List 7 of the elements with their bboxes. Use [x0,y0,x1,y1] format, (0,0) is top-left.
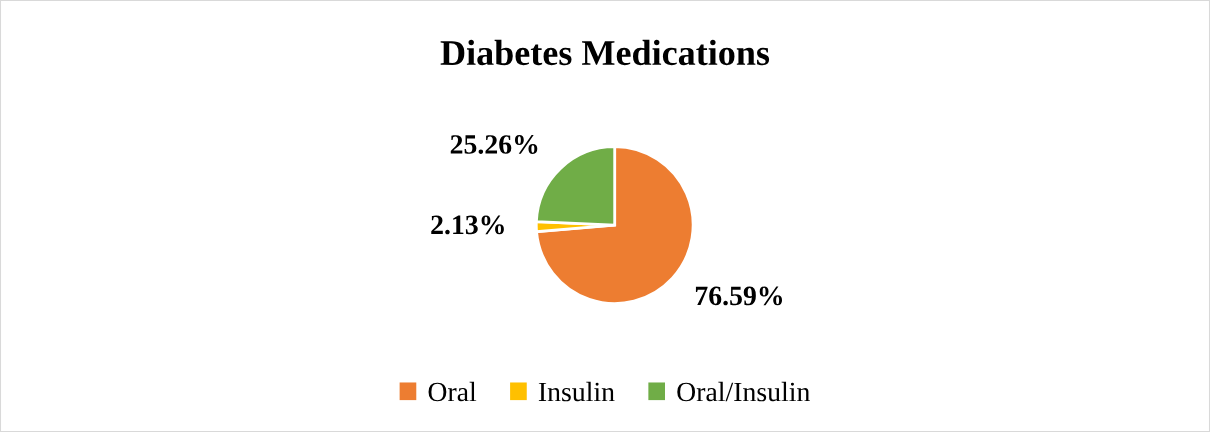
legend-label: Oral [428,381,477,402]
data-label: 2.13% [431,215,504,235]
legend-label: Oral/Insulin [677,381,810,402]
data-label: 76.59% [695,286,783,306]
data-label: 25.26% [450,135,538,154]
chart-title: Diabetes Medications [440,39,770,66]
legend-label: Insulin [538,381,615,402]
